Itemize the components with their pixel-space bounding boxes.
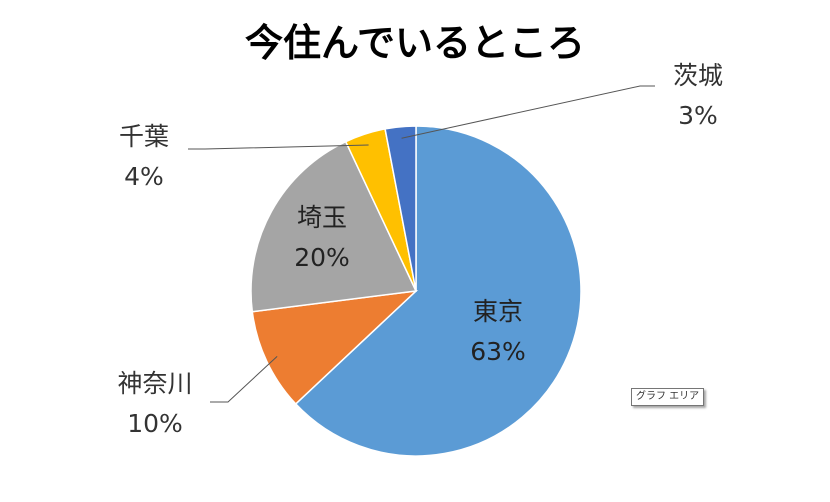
slice-percent-3: 4%: [124, 162, 164, 191]
slice-label-4: 茨城: [673, 61, 723, 90]
slice-label-3: 千葉: [119, 122, 169, 151]
slice-percent-1: 10%: [127, 409, 183, 438]
leader-lines: [188, 85, 655, 403]
chart-title: 今住んでいるところ: [245, 21, 585, 65]
leader-line-3: [188, 144, 369, 150]
slice-percent-0: 63%: [470, 337, 526, 366]
pie-slice-1[interactable]: [251, 289, 419, 406]
leader-line-1: [210, 355, 278, 403]
pie-slice-4[interactable]: [384, 125, 417, 292]
slice-percent-4: 3%: [678, 101, 718, 130]
pie-slice-0[interactable]: [294, 125, 582, 457]
chart-area-tooltip: グラフ エリア: [631, 388, 705, 406]
slice-label-2: 埼玉: [297, 203, 347, 232]
slice-label-0: 東京: [473, 297, 523, 326]
leader-line-4: [401, 85, 655, 139]
slice-percent-2: 20%: [294, 243, 350, 272]
pie-slices: [250, 125, 582, 457]
slice-label-1: 神奈川: [117, 369, 192, 398]
slice-labels: 東京 63% 神奈川 10% 埼玉 20% 千葉 4% 茨城 3%: [117, 61, 723, 438]
pie-slice-2[interactable]: [250, 140, 418, 313]
